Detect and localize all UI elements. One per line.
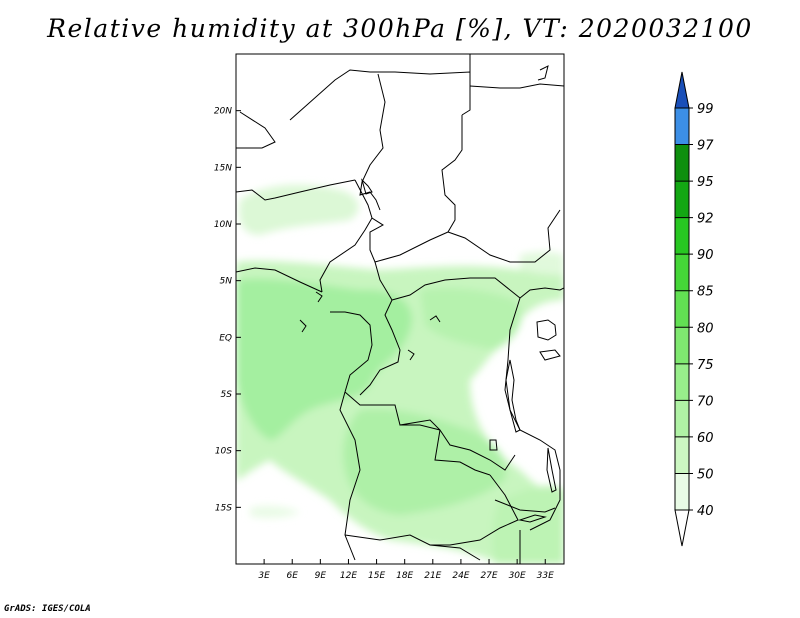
colorbar-box — [675, 290, 689, 328]
lon-tick-label: 15E — [368, 571, 385, 581]
lon-tick-label: 12E — [340, 571, 357, 581]
lon-tick-label: 21E — [424, 571, 441, 581]
border-path — [439, 429, 516, 471]
credit-label: GrADS: IGES/COLA — [4, 604, 91, 614]
humidity-region-sw-streak — [250, 505, 300, 519]
colorbar-box — [675, 436, 689, 474]
colorbar-label: 75 — [697, 358, 714, 373]
humidity-region-core — [236, 278, 412, 440]
border-path — [289, 69, 471, 121]
colorbar-box — [675, 144, 689, 182]
lon-tick-label: 3E — [258, 571, 270, 581]
lat-tick-label: 10N — [214, 220, 232, 230]
colorbar-over-triangle — [674, 71, 690, 109]
borders — [236, 54, 564, 564]
lat-tick-label: 15S — [215, 503, 232, 513]
border-path — [447, 209, 561, 263]
colorbar-box — [675, 327, 689, 364]
border-path — [359, 73, 386, 211]
map-frame — [235, 53, 565, 565]
lat-tick-label: 5N — [220, 277, 233, 287]
lon-tick-label: 30E — [509, 571, 526, 581]
border-path — [354, 179, 449, 263]
colorbar-box — [675, 217, 689, 255]
humidity-region-north — [239, 184, 359, 235]
humidity-region-central — [420, 288, 522, 350]
colorbar-label: 50 — [697, 467, 714, 482]
lake-kyoga — [539, 349, 561, 361]
humidity-field — [236, 184, 564, 564]
colorbar-label: 70 — [697, 394, 714, 409]
border-path — [514, 419, 561, 531]
colorbar-label: 85 — [697, 285, 714, 300]
border-path — [236, 179, 356, 201]
border-path — [494, 499, 556, 513]
border-path — [319, 217, 373, 293]
lon-tick-label: 33E — [537, 571, 554, 581]
river-nile-ne — [537, 65, 549, 81]
colorbar-box — [675, 400, 689, 437]
lon-tick-label: 6E — [287, 571, 299, 581]
border-path — [441, 115, 463, 233]
map-title: Relative humidity at 300hPa [%], VT: 202… — [47, 14, 753, 43]
colorbar-box — [675, 108, 689, 145]
border-path — [359, 261, 401, 396]
lon-tick-label: 24E — [452, 571, 469, 581]
humidity-region-ne — [520, 252, 564, 275]
colorbar-under-triangle — [674, 509, 690, 547]
lon-tick-label: 9E — [315, 571, 327, 581]
coast-inlet — [315, 291, 323, 303]
coast-inlet — [429, 315, 441, 323]
colorbar-label: 80 — [697, 321, 714, 336]
lon-tick-label: 18E — [396, 571, 413, 581]
border-path — [400, 424, 441, 431]
colorbar-box — [675, 363, 689, 401]
border-path — [236, 111, 276, 149]
border-path — [519, 287, 564, 299]
border-path — [430, 474, 519, 546]
lat-tick-label: 10S — [215, 447, 232, 457]
lat-tick-label: 5S — [221, 390, 233, 400]
lake-chad — [360, 178, 373, 195]
border-path — [344, 534, 481, 561]
lake-kariba — [518, 514, 547, 523]
lat-axis: 20N 15N 10N 5N EQ 5S 10S 15S — [214, 107, 241, 513]
colorbar-box — [675, 254, 689, 291]
humidity-region-south — [343, 409, 507, 515]
colorbar-label: 40 — [697, 504, 714, 519]
lat-tick-label: 20N — [214, 107, 232, 117]
colorbar-label: 60 — [697, 431, 714, 446]
lon-axis: 3E 6E 9E 12E 15E 18E 21E 24E 27E 30E 33E — [258, 559, 554, 581]
lake-tanganyika — [505, 359, 521, 433]
border-path — [344, 391, 491, 476]
lake-malawi — [546, 447, 557, 493]
colorbar: 40 50 60 70 75 80 85 90 92 95 97 99 — [674, 71, 714, 547]
lake-victoria — [536, 319, 557, 341]
border-path — [236, 267, 323, 293]
border-path — [330, 311, 373, 393]
colorbar-label: 90 — [697, 248, 714, 263]
lat-tick-label: EQ — [219, 333, 232, 343]
colorbar-label: 92 — [697, 212, 714, 227]
border-path — [391, 277, 521, 301]
colorbar-label: 97 — [697, 139, 714, 154]
coast-inlet — [407, 349, 415, 361]
colorbar-box — [675, 473, 689, 510]
lon-tick-label: 27E — [480, 571, 497, 581]
lat-tick-label: 15N — [214, 163, 232, 173]
colorbar-label: 99 — [697, 102, 714, 117]
colorbar-box — [675, 181, 689, 218]
border-path — [469, 83, 564, 89]
coast-inlet — [299, 319, 307, 333]
colorbar-label: 95 — [697, 175, 714, 190]
lake-mweru — [489, 439, 498, 451]
